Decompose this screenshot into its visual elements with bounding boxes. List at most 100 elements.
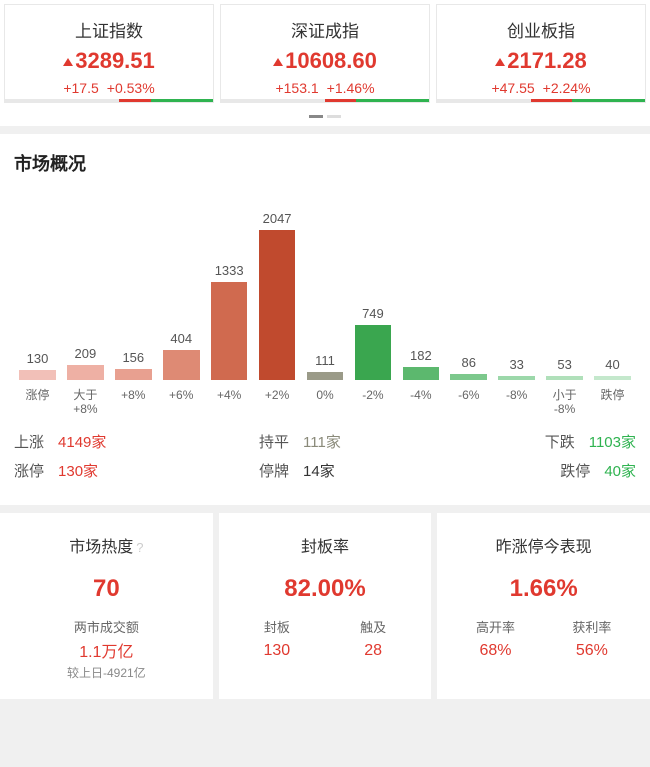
- bar-value: 40: [605, 357, 619, 372]
- bar-column[interactable]: 404: [158, 190, 205, 380]
- bar-label: 涨停: [14, 388, 61, 417]
- bar-column[interactable]: 209: [62, 190, 109, 380]
- index-value: 3289.51: [13, 48, 205, 74]
- bar-value: 156: [122, 350, 144, 365]
- metric-card[interactable]: 封板率 82.00% 封板130触及28: [219, 513, 432, 699]
- bar-value: 182: [410, 348, 432, 363]
- help-icon[interactable]: ?: [136, 540, 143, 555]
- metric-pair-label: 触及: [325, 617, 421, 636]
- index-card[interactable]: 创业板指 2171.28 +47.55+2.24%: [436, 4, 646, 103]
- metric-pair-value: 130: [229, 642, 325, 660]
- pager-dot[interactable]: [327, 115, 341, 118]
- bar-column[interactable]: 130: [14, 190, 61, 380]
- summary-row: 涨停130家停牌 14家 跌停40家: [14, 460, 636, 481]
- metric-pair-value: 56%: [544, 642, 640, 660]
- bar-rect: [259, 230, 296, 380]
- bar-label: +2%: [254, 388, 301, 417]
- index-name: 创业板指: [445, 17, 637, 42]
- bar-label: +4%: [206, 388, 253, 417]
- summary-value: 4149家: [58, 431, 106, 452]
- section-title: 市场概况: [14, 150, 636, 176]
- bar-value: 33: [509, 357, 523, 372]
- bar-value: 749: [362, 306, 384, 321]
- metric-card[interactable]: 市场热度? 70 两市成交额 1.1万亿较上日-4921亿: [0, 513, 213, 699]
- summary-group: 跌停40家: [448, 460, 636, 481]
- bar-rect: [594, 376, 631, 380]
- bar-label: -2%: [349, 388, 396, 417]
- bar-value: 86: [462, 355, 476, 370]
- bar-column[interactable]: 749: [349, 190, 396, 380]
- bar-value: 2047: [263, 211, 292, 226]
- index-change: +17.5+0.53%: [13, 80, 205, 96]
- metric-line: 较上日-4921亿: [10, 664, 203, 681]
- triangle-up-icon: [495, 58, 505, 66]
- bar-label: 小于-8%: [541, 388, 588, 417]
- metric-title: 市场热度?: [10, 533, 203, 557]
- accent-bar: [221, 99, 429, 102]
- bar-label: 大于+8%: [62, 388, 109, 417]
- summary-group: 下跌1103家: [448, 431, 636, 452]
- index-value: 10608.60: [229, 48, 421, 74]
- metric-line: 两市成交额: [10, 617, 203, 636]
- summary-group: 停牌 14家: [259, 460, 447, 481]
- pager-dots: [0, 107, 650, 126]
- summary-stats: 上涨 4149家 持平111家下跌1103家涨停130家停牌 14家 跌停40家: [14, 431, 636, 481]
- summary-label: 下跌: [545, 431, 575, 452]
- index-name: 上证指数: [13, 17, 205, 42]
- pager-dot[interactable]: [309, 115, 323, 118]
- summary-label: 上涨: [14, 431, 44, 452]
- metric-pair-label: 获利率: [544, 617, 640, 636]
- bar-column[interactable]: 2047: [254, 190, 301, 380]
- bar-rect: [211, 282, 248, 380]
- bar-label: -4%: [397, 388, 444, 417]
- metric-pair-label: 高开率: [447, 617, 543, 636]
- bar-rect: [546, 376, 583, 380]
- bar-rect: [163, 350, 200, 380]
- market-overview-section: 市场概况 130 209 156 404 1333 2047 111 749 182 86 33 53…: [0, 134, 650, 505]
- bar-rect: [403, 367, 440, 380]
- summary-value: 111家: [303, 431, 341, 452]
- metric-big-value: 70: [10, 575, 203, 603]
- bar-label: +6%: [158, 388, 205, 417]
- index-cards: 上证指数 3289.51 +17.5+0.53% 深证成指 10608.60 +…: [0, 0, 650, 107]
- bar-value: 1333: [215, 263, 244, 278]
- summary-value: 130家: [58, 460, 98, 481]
- bar-column[interactable]: 33: [493, 190, 540, 380]
- index-card[interactable]: 上证指数 3289.51 +17.5+0.53%: [4, 4, 214, 103]
- metric-big-value: 1.66%: [447, 575, 640, 603]
- summary-group: 上涨 4149家: [14, 431, 259, 452]
- metric-card[interactable]: 昨涨停今表现 1.66%高开率68%获利率56%: [437, 513, 650, 699]
- bar-column[interactable]: 111: [302, 190, 349, 380]
- bar-column[interactable]: 182: [397, 190, 444, 380]
- bar-rect: [67, 365, 104, 380]
- bar-rect: [115, 369, 152, 380]
- bar-value: 130: [27, 351, 49, 366]
- accent-bar: [5, 99, 213, 102]
- bar-value: 404: [170, 331, 192, 346]
- bar-label: 跌停: [589, 388, 636, 417]
- summary-group: 涨停130家: [14, 460, 259, 481]
- bar-rect: [307, 372, 344, 380]
- bar-column[interactable]: 86: [445, 190, 492, 380]
- summary-group: 持平111家: [259, 431, 447, 452]
- bar-column[interactable]: 1333: [206, 190, 253, 380]
- metric-title: 昨涨停今表现: [447, 533, 640, 557]
- triangle-up-icon: [273, 58, 283, 66]
- bar-column[interactable]: 40: [589, 190, 636, 380]
- metric-big-value: 82.00%: [229, 575, 422, 603]
- metric-cards: 市场热度? 70 两市成交额 1.1万亿较上日-4921亿 封板率 82.00% 封板1…: [0, 513, 650, 699]
- bar-label: -6%: [445, 388, 492, 417]
- summary-label: 跌停: [560, 460, 590, 481]
- summary-value: 14家: [303, 460, 335, 481]
- bar-rect: [355, 325, 392, 380]
- bar-column[interactable]: 53: [541, 190, 588, 380]
- bar-column[interactable]: 156: [110, 190, 157, 380]
- metric-pair: 封板130触及28: [229, 617, 422, 660]
- metric-title: 封板率: [229, 533, 422, 557]
- distribution-chart: 130 209 156 404 1333 2047 111 749 182 86 33 53 40: [14, 190, 636, 380]
- bar-label: 0%: [302, 388, 349, 417]
- summary-label: 停牌: [259, 460, 289, 481]
- bar-value: 111: [315, 353, 335, 368]
- metric-line: 1.1万亿: [10, 638, 203, 662]
- index-card[interactable]: 深证成指 10608.60 +153.1+1.46%: [220, 4, 430, 103]
